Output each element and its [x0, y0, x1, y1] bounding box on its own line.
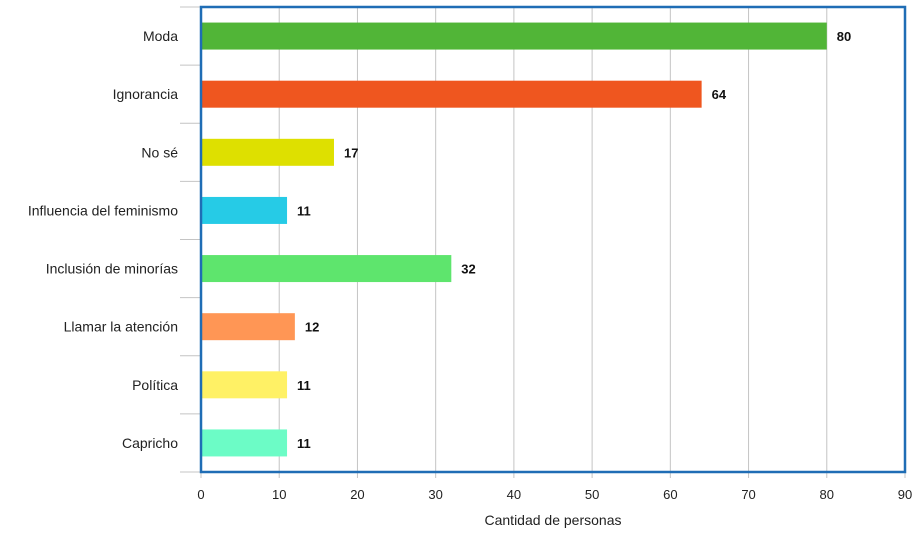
x-tick-label: 20 [350, 487, 364, 502]
category-labels: Moda Ignorancia No sé Influencia del femini… [28, 28, 178, 451]
x-axis-ticks: 0 10 20 30 40 50 60 70 80 90 [197, 487, 912, 502]
data-label: 80 [837, 29, 851, 44]
data-label: 17 [344, 145, 358, 160]
x-axis-title: Cantidad de personas [485, 512, 622, 528]
x-tick-label: 80 [820, 487, 834, 502]
bar [201, 196, 288, 224]
bar [201, 22, 827, 50]
x-tick-label: 90 [898, 487, 912, 502]
data-label: 11 [297, 436, 311, 451]
category-label: Capricho [122, 435, 178, 451]
x-tick-label: 10 [272, 487, 286, 502]
data-label: 64 [712, 87, 727, 102]
plot-frame [199, 5, 907, 474]
data-label: 12 [305, 320, 319, 335]
x-tick-label: 40 [507, 487, 521, 502]
category-label: Ignorancia [113, 86, 179, 102]
data-label: 32 [461, 262, 475, 277]
x-tick-label: 70 [741, 487, 755, 502]
category-label: Inclusión de minorías [46, 261, 178, 277]
bar [201, 429, 288, 457]
value-labels: 80 64 17 11 32 12 11 11 [297, 29, 851, 451]
x-tick-label: 60 [663, 487, 677, 502]
category-label: Política [132, 377, 178, 393]
bar [201, 371, 288, 399]
grid-lines [180, 6, 906, 478]
bar [201, 80, 702, 108]
x-tick-label: 0 [197, 487, 204, 502]
x-tick-label: 50 [585, 487, 599, 502]
bar [201, 313, 295, 341]
category-label: Moda [143, 28, 178, 44]
category-label: Influencia del feminismo [28, 202, 178, 218]
data-label: 11 [297, 203, 311, 218]
category-label: Llamar la atención [64, 319, 178, 335]
bar [201, 255, 452, 283]
data-label: 11 [297, 378, 311, 393]
category-label: No sé [141, 144, 178, 160]
x-tick-label: 30 [428, 487, 442, 502]
bar [201, 138, 334, 166]
bars [201, 22, 827, 457]
